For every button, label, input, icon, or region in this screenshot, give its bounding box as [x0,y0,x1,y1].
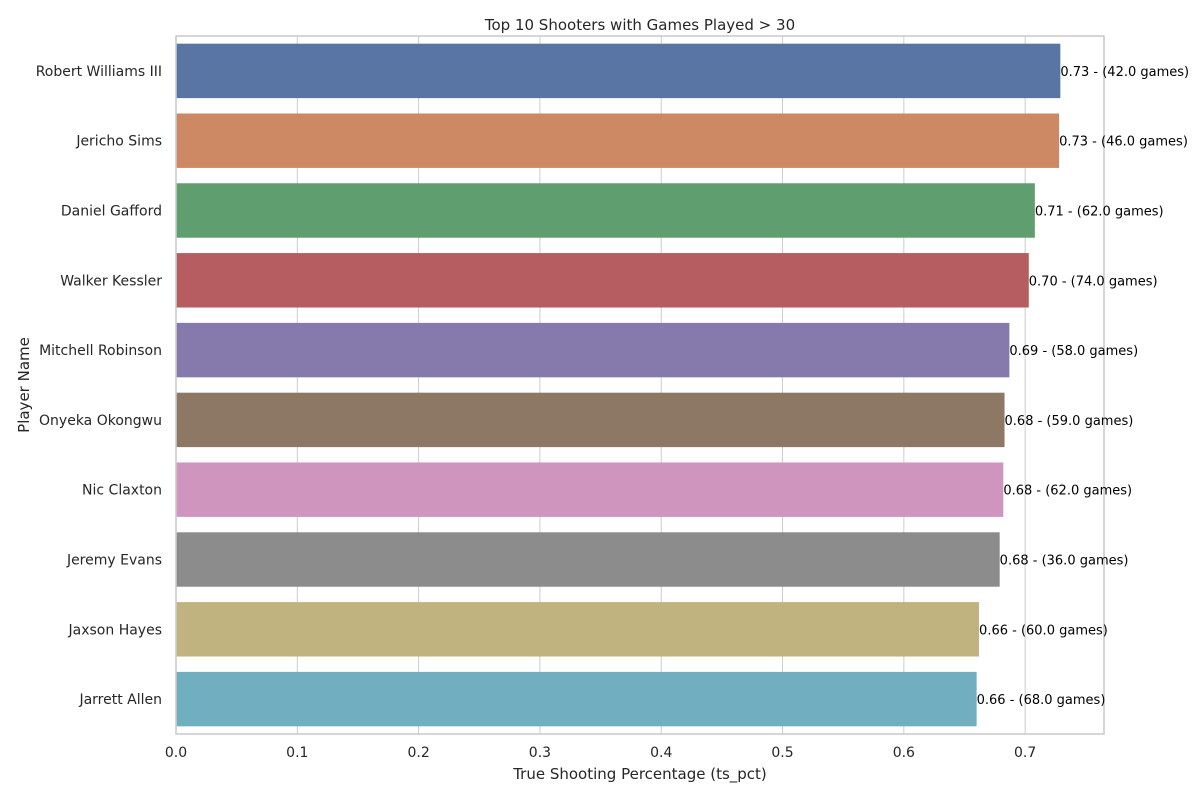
bar [176,602,980,657]
data-label: 0.66 - (60.0 games) [979,623,1108,638]
bar [176,43,1061,99]
data-label: 0.68 - (62.0 games) [1003,484,1132,499]
data-labels: 0.73 - (42.0 games) 0.73 - (46.0 games) 0.… [977,65,1189,708]
x-tick-label: 0.7 [1014,745,1036,761]
bar [176,253,1029,308]
data-label: 0.73 - (46.0 games) [1059,135,1188,150]
data-label: 0.69 - (58.0 games) [1009,344,1138,359]
y-tick-label: Walker Kessler [60,273,162,289]
y-tick-label: Jeremy Evans [66,553,162,569]
bar [176,322,1010,378]
data-label: 0.68 - (36.0 games) [1000,554,1129,569]
x-tick-label: 0.6 [893,745,915,761]
bar [176,532,1000,587]
bar [176,671,977,727]
bar [176,113,1060,168]
y-tick-label: Jericho Sims [75,134,162,150]
y-axis-label: Player Name [15,337,33,433]
chart-title: Top 10 Shooters with Games Played > 30 [484,16,795,34]
bar [176,462,1004,517]
x-tick-label: 0.0 [165,745,187,761]
y-tick-label: Daniel Gafford [61,204,162,220]
x-tick-label: 0.2 [407,745,429,761]
data-label: 0.73 - (42.0 games) [1060,65,1189,80]
x-tick-label: 0.5 [771,745,793,761]
plot-frame [175,35,1105,735]
x-axis-label: True Shooting Percentage (ts_pct) [512,765,767,784]
data-label: 0.68 - (59.0 games) [1005,414,1134,429]
x-tick-label: 0.4 [650,745,672,761]
bar [176,183,1035,238]
x-tick-labels: 0.0 0.1 0.2 0.3 0.4 0.5 0.6 0.7 [165,745,1036,761]
y-tick-label: Jarrett Allen [78,692,162,708]
y-tick-label: Onyeka Okongwu [39,413,162,429]
y-tick-label: Jaxson Hayes [68,622,162,638]
y-tick-label: Robert Williams III [36,64,162,80]
y-tick-labels: Robert Williams III Jericho Sims Daniel Ga… [36,64,163,708]
data-label: 0.71 - (62.0 games) [1035,205,1164,220]
data-label: 0.70 - (74.0 games) [1029,274,1158,289]
x-tick-label: 0.3 [529,745,551,761]
y-tick-label: Nic Claxton [82,483,162,499]
x-tick-label: 0.1 [286,745,308,761]
data-label: 0.66 - (68.0 games) [977,693,1106,708]
y-tick-label: Mitchell Robinson [39,343,162,359]
bar [176,392,1005,448]
bars [176,43,1061,727]
